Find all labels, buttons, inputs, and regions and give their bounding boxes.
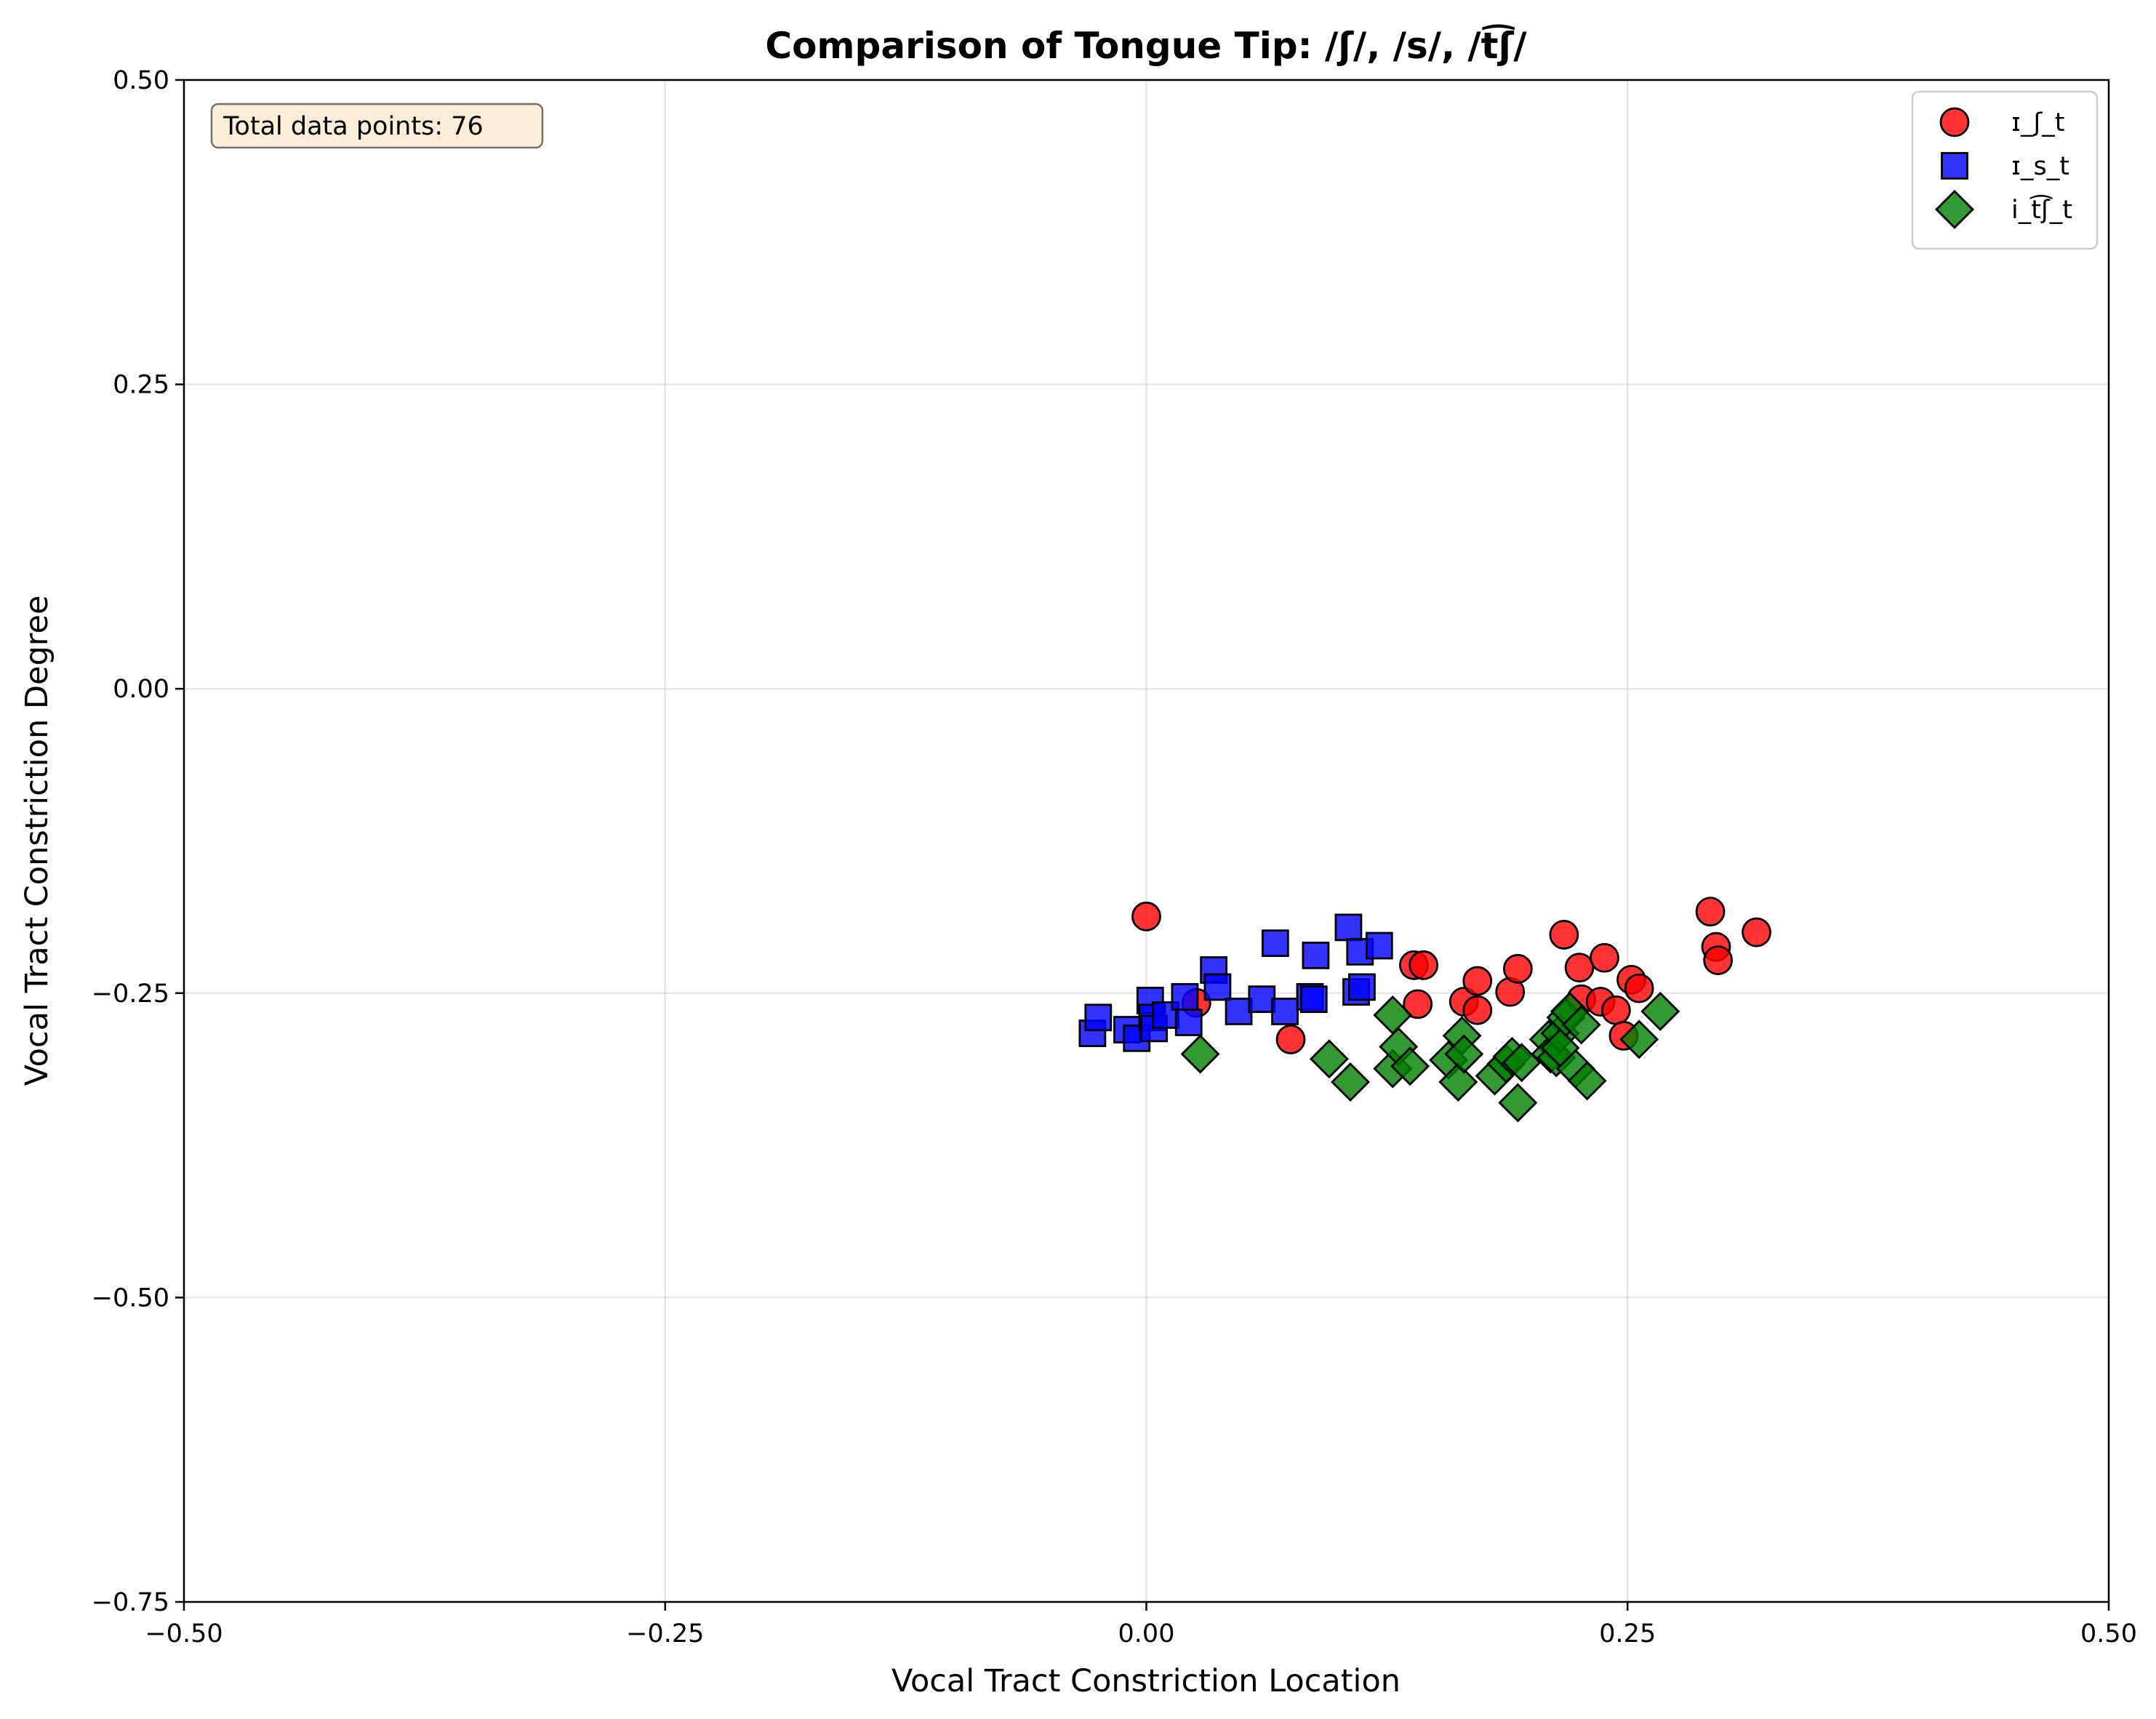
point-diamond [1619, 1019, 1659, 1059]
annotation-frame [210, 103, 544, 149]
point-square [1271, 998, 1299, 1025]
legend-marker-square [1941, 152, 1968, 180]
point-square [1334, 913, 1363, 942]
x-tick-label: 0.00 [1118, 1619, 1175, 1648]
point-circle [1549, 920, 1579, 950]
point-circle [1600, 995, 1631, 1025]
y-tick-label: 0.00 [113, 675, 169, 704]
point-diamond [1438, 1062, 1478, 1102]
point-square [1225, 998, 1253, 1025]
point-diamond [1561, 1005, 1601, 1045]
point-circle [1462, 995, 1493, 1025]
axis-ticks: −0.50 −0.25 0.00 0.25 0.50−0.75−0.50−0.250.0… [92, 66, 2137, 1648]
series-square [1078, 913, 1393, 1052]
point-circle [1408, 950, 1439, 980]
legend-label: ɪ_s_t [2011, 152, 2069, 181]
legend-label: ɪ_ʃ_t [2011, 108, 2065, 137]
point-square [1171, 982, 1199, 1011]
point-square [1365, 931, 1393, 960]
point-diamond [1540, 1028, 1580, 1068]
y-tick-label: −0.25 [92, 979, 169, 1009]
point-circle [1624, 973, 1654, 1003]
y-tick-label: 0.50 [113, 66, 169, 95]
x-tick-label: 0.25 [1599, 1619, 1656, 1648]
point-circle [1131, 901, 1161, 931]
point-circle [1564, 953, 1595, 983]
point-diamond [1498, 1083, 1538, 1123]
point-diamond [1390, 1046, 1430, 1086]
point-square [1248, 985, 1276, 1014]
y-tick-label: −0.50 [92, 1283, 169, 1313]
point-diamond [1567, 1061, 1607, 1101]
x-tick-label: 0.50 [2080, 1619, 2137, 1648]
point-square [1302, 941, 1330, 969]
point-circle [1275, 1025, 1306, 1054]
point-circle [1403, 989, 1433, 1019]
legend: ɪ_ʃ_t ɪ_s_t i_t͡ʃ_t [1911, 90, 2099, 250]
y-tick-label: 0.25 [113, 371, 169, 400]
y-axis-label: Vocal Tract Constriction Degree [19, 596, 55, 1086]
point-square [1203, 973, 1232, 1001]
series-circle [1131, 897, 1771, 1054]
chart-title: Comparison of Tongue Tip: /ʃ/, /s/, /t͡ʃ… [765, 24, 1527, 67]
point-square [1174, 1009, 1203, 1036]
x-tick-label: −0.50 [145, 1619, 223, 1648]
point-circle [1590, 942, 1619, 973]
point-circle [1703, 945, 1734, 975]
x-tick-label: −0.25 [626, 1619, 704, 1648]
legend-marker-circle [1939, 107, 1970, 137]
point-square [1299, 985, 1328, 1014]
annotation-text: Total data points: 76 [223, 112, 484, 141]
data-points [1078, 897, 1771, 1123]
point-diamond [1444, 1034, 1484, 1074]
point-circle [1462, 966, 1493, 996]
annotation-box: Total data points: 76 [210, 103, 544, 149]
x-axis-label: Vocal Tract Constriction Location [891, 1663, 1400, 1699]
point-circle [1695, 897, 1726, 927]
point-square [1261, 929, 1289, 958]
point-diamond [1640, 991, 1680, 1031]
series-diamond [1180, 991, 1680, 1123]
point-diamond [1180, 1034, 1220, 1074]
point-square [1152, 1001, 1179, 1029]
legend-label: i_t͡ʃ_t [2011, 194, 2072, 225]
point-diamond [1331, 1062, 1371, 1102]
point-diamond [1309, 1039, 1349, 1079]
point-circle [1742, 917, 1771, 947]
point-square [1084, 1003, 1113, 1032]
y-tick-label: −0.75 [92, 1588, 169, 1617]
point-square [1348, 973, 1376, 1001]
legend-marker-diamond [1935, 190, 1974, 229]
point-circle [1502, 953, 1533, 984]
